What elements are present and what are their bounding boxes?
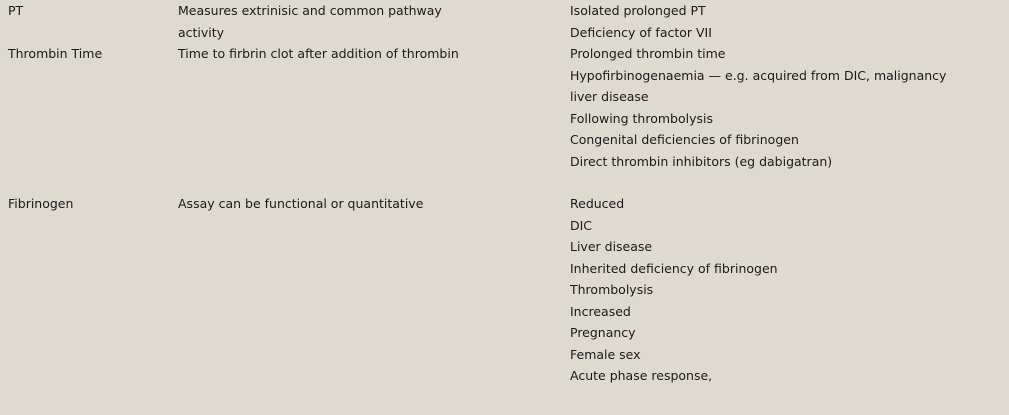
- interpretation-line: Pregnancy: [570, 325, 636, 340]
- interpretation-line: Reduced: [570, 196, 625, 211]
- description-line: activity: [178, 24, 225, 40]
- interpretation-line: Inherited deficiency of fibrinogen: [570, 260, 778, 276]
- interpretation-line: Deficiency of factor VII: [570, 24, 712, 40]
- interpretation-line: Liver disease: [570, 239, 653, 254]
- interpretation-line: Congenital deficiencies of fibrinogen: [570, 132, 799, 147]
- interpretation-line: Following thrombolysis: [570, 110, 713, 126]
- interpretation-cell: Prolonged thrombin time Hypofirbinogenae…: [570, 43, 1005, 172]
- test-name-cell: Thrombin Time: [8, 43, 168, 65]
- description-cell: Time to firbrin clot after addition of t…: [178, 43, 508, 65]
- test-name: Thrombin Time: [8, 46, 103, 61]
- test-name-cell: Fibrinogen: [8, 193, 168, 215]
- interpretation-line: Acute phase response,: [570, 368, 713, 383]
- table-row: PT Measures extrinisic and common pathwa…: [0, 0, 1009, 43]
- interpretation-cell: Reduced DIC Liver disease Inherited defi…: [570, 193, 1005, 387]
- test-name: Fibrinogen: [8, 196, 74, 211]
- interpretation-line: Prolonged thrombin time: [570, 46, 726, 61]
- interpretation-line: DIC: [570, 217, 593, 233]
- test-name-cell: PT: [8, 0, 168, 22]
- interpretation-line: Increased: [570, 303, 631, 319]
- description-line: Time to firbrin clot after addition of t…: [178, 46, 459, 61]
- description-cell: Measures extrinisic and common pathway a…: [178, 0, 508, 43]
- interpretation-line: liver disease: [570, 89, 649, 104]
- interpretation-line: Isolated prolonged PT: [570, 3, 706, 18]
- table-row: Fibrinogen Assay can be functional or qu…: [0, 193, 1009, 415]
- interpretation-line: Thrombolysis: [570, 282, 654, 297]
- description-cell: Assay can be functional or quantitative: [178, 193, 508, 215]
- description-line: Measures extrinisic and common pathway: [178, 3, 442, 18]
- interpretation-line: Direct thrombin inhibitors (eg dabigatra…: [570, 153, 833, 169]
- interpretation-line: Female sex: [570, 346, 641, 362]
- interpretation-cell: Isolated prolonged PT Deficiency of fact…: [570, 0, 1005, 43]
- description-line: Assay can be functional or quantitative: [178, 196, 424, 211]
- table-row: Thrombin Time Time to firbrin clot after…: [0, 43, 1009, 193]
- test-name: PT: [8, 3, 24, 18]
- interpretation-line: Hypofirbinogenaemia — e.g. acquired from…: [570, 67, 947, 83]
